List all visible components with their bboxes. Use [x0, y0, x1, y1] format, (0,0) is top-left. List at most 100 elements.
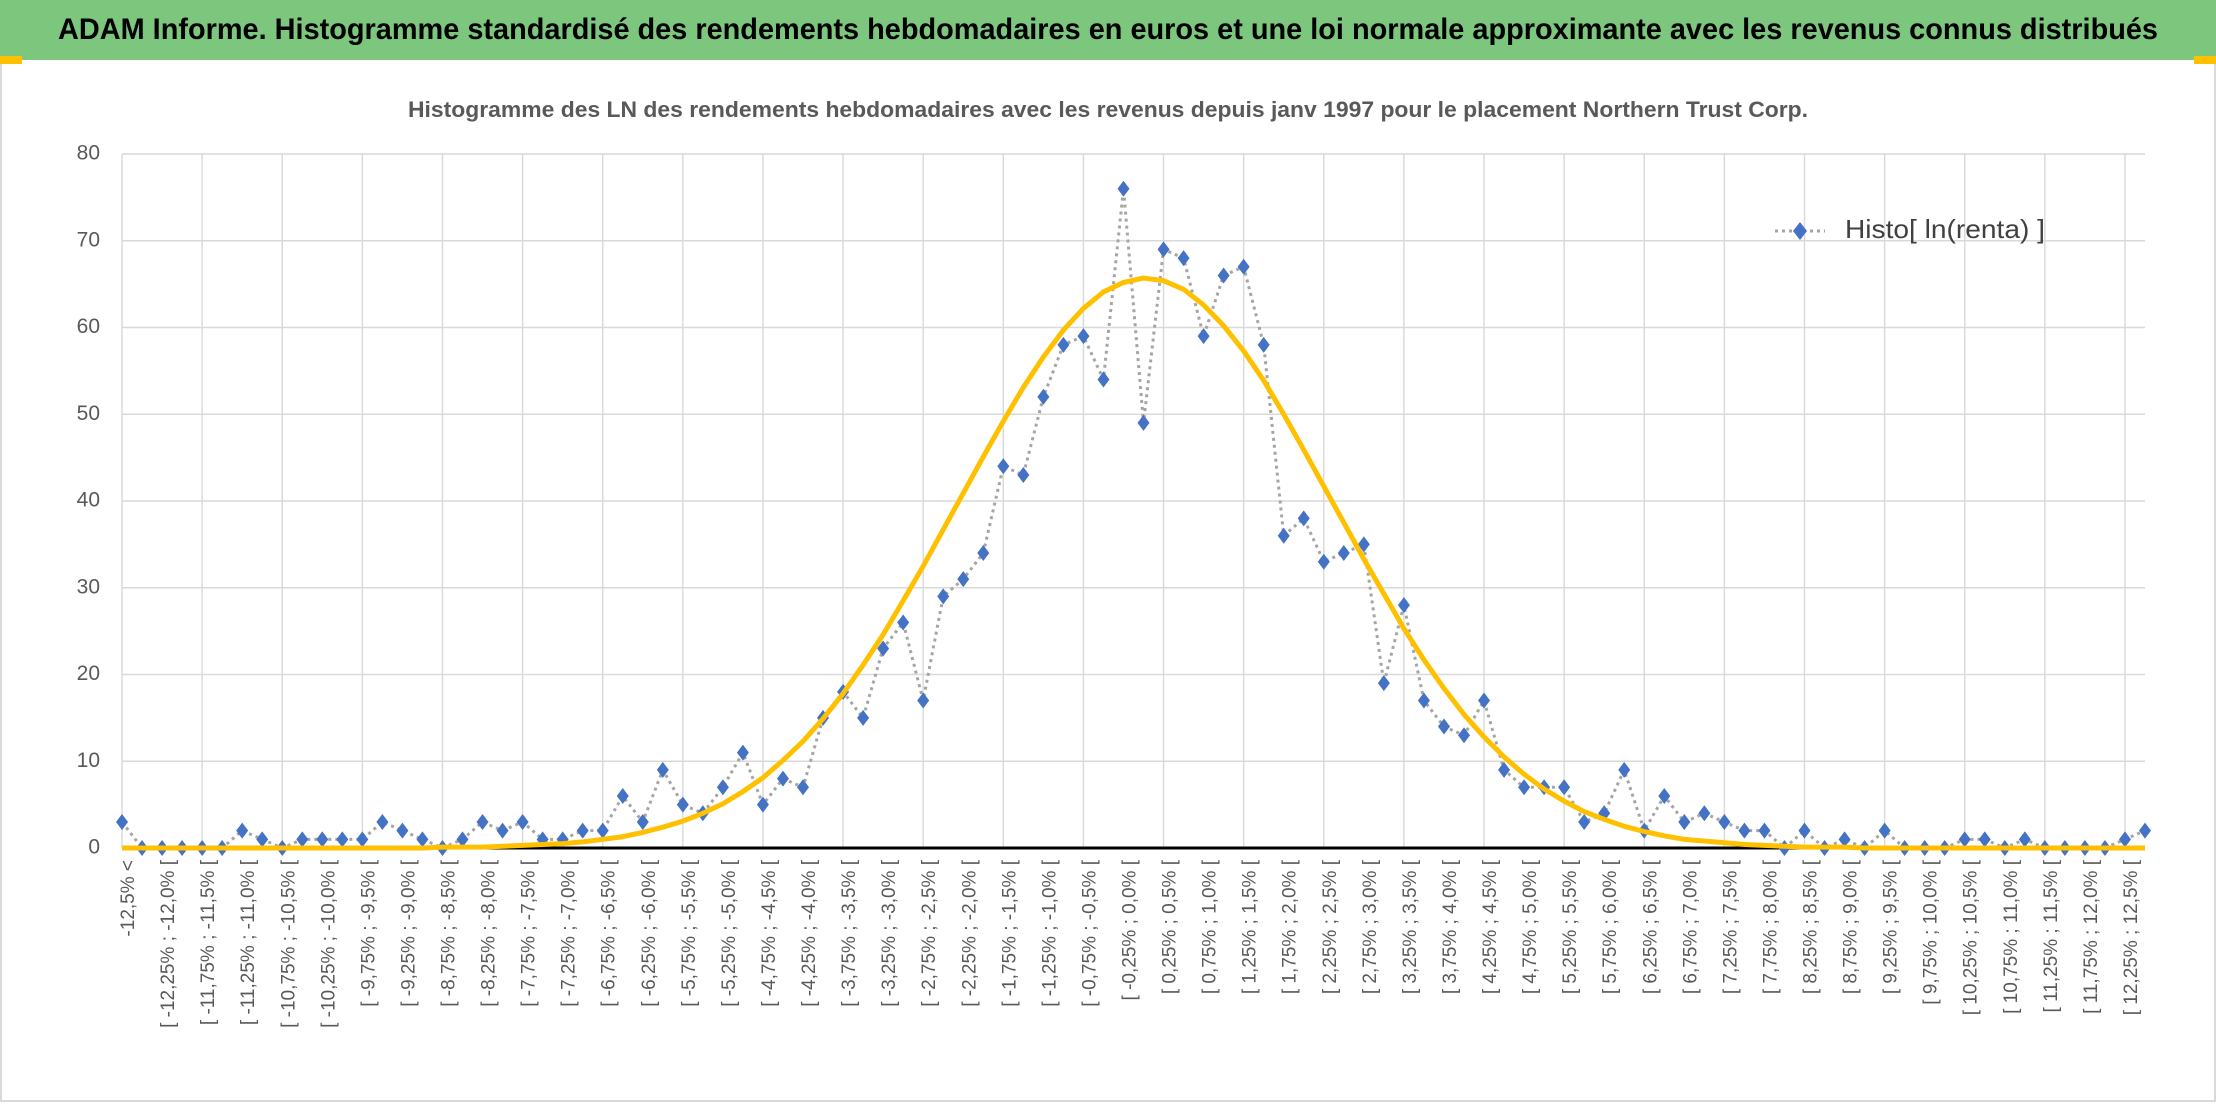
- x-tick-label: [ -11,25% ; -11,0% [: [238, 859, 259, 1025]
- data-point: [576, 822, 589, 839]
- data-point: [416, 831, 429, 848]
- x-tick-label: [ 9,25% ; 9,5% [: [1881, 859, 1902, 994]
- x-tick-label: [ -9,75% ; -9,5% [: [358, 859, 379, 1007]
- data-point: [1077, 328, 1090, 345]
- data-point: [1698, 805, 1711, 822]
- data-point: [1137, 414, 1150, 431]
- y-tick-label: 40: [77, 489, 100, 512]
- data-point: [1558, 779, 1571, 796]
- data-point: [937, 588, 950, 605]
- y-tick-label: 70: [77, 228, 100, 251]
- data-point: [1878, 822, 1891, 839]
- x-tick-label: [ 7,75% ; 8,0% [: [1760, 859, 1781, 994]
- x-tick-label: [ -8,25% ; -8,0% [: [479, 859, 500, 1007]
- x-tick-label: [ 4,75% ; 5,0% [: [1520, 859, 1541, 994]
- data-point: [1157, 241, 1170, 258]
- data-point: [1097, 371, 1110, 388]
- x-tick-label: [ 0,75% ; 1,0% [: [1200, 859, 1221, 994]
- y-tick-label: 10: [77, 749, 100, 772]
- x-tick-label: [ 5,75% ; 6,0% [: [1600, 859, 1621, 994]
- x-tick-label: [ 5,25% ; 5,5% [: [1560, 859, 1581, 994]
- x-tick-label: [ -0,25% ; 0,0% [: [1120, 859, 1141, 1000]
- x-tick-label: [ -11,75% ; -11,5% [: [198, 859, 219, 1025]
- data-point: [1377, 675, 1390, 692]
- data-point: [1978, 831, 1991, 848]
- data-point: [1117, 180, 1130, 197]
- data-point: [857, 709, 870, 726]
- data-point: [476, 813, 489, 830]
- x-tick-label: [ 8,25% ; 8,5% [: [1801, 859, 1822, 994]
- data-point: [1237, 258, 1250, 275]
- x-tick-label: [ 0,25% ; 0,5% [: [1160, 859, 1181, 994]
- x-tick-label: [ 3,25% ; 3,5% [: [1400, 859, 1421, 994]
- data-point: [676, 796, 689, 813]
- x-tick-label: [ 6,75% ; 7,0% [: [1680, 859, 1701, 994]
- x-tick-label: [ 12,25% ; 12,5% [: [2121, 859, 2142, 1015]
- data-point: [256, 831, 269, 848]
- data-point: [376, 813, 389, 830]
- x-tick-label: [ -1,25% ; -1,0% [: [1039, 859, 1060, 1007]
- x-tick-label: [ 2,75% ; 3,0% [: [1360, 859, 1381, 994]
- y-tick-label: 80: [77, 142, 100, 165]
- data-point: [2139, 822, 2151, 839]
- x-tick-label: [ 8,75% ; 9,0% [: [1841, 859, 1862, 994]
- data-point: [1718, 813, 1731, 830]
- x-tick-label: [ 10,75% ; 11,0% [: [2001, 859, 2022, 1014]
- data-point: [1958, 831, 1971, 848]
- x-tick-label: [ -8,75% ; -8,5% [: [438, 859, 459, 1007]
- data-point: [356, 831, 369, 848]
- data-point: [396, 822, 409, 839]
- data-point: [1297, 510, 1310, 527]
- x-tick-label: [ -4,75% ; -4,5% [: [759, 859, 780, 1007]
- y-tick-label: 0: [88, 836, 100, 859]
- data-point: [797, 779, 810, 796]
- header-bar: [0, 0, 2216, 60]
- x-tick-label: [ 1,75% ; 2,0% [: [1280, 859, 1301, 994]
- x-tick-label: [ -2,75% ; -2,5% [: [919, 859, 940, 1007]
- x-tick-label: [ -3,25% ; -3,0% [: [879, 859, 900, 1007]
- data-point: [1618, 761, 1631, 778]
- x-tick-label: [ 11,75% ; 12,0% [: [2081, 859, 2102, 1014]
- data-point: [1798, 822, 1811, 839]
- data-point: [1457, 727, 1470, 744]
- data-point: [496, 822, 509, 839]
- data-point: [656, 761, 669, 778]
- legend-marker: [1793, 222, 1807, 240]
- data-point: [1678, 813, 1691, 830]
- data-point: [1578, 813, 1591, 830]
- chart-title: Histogramme des LN des rendements hebdom…: [408, 97, 1808, 122]
- data-point: [1337, 545, 1350, 562]
- y-tick-label: 30: [77, 575, 100, 598]
- y-tick-label: 20: [77, 662, 100, 685]
- x-tick-label: [ -3,75% ; -3,5% [: [839, 859, 860, 1007]
- x-tick-label: [ 6,25% ; 6,5% [: [1640, 859, 1661, 994]
- series-line: [122, 275, 2145, 851]
- header-title: ADAM Informe. Histogramme standardisé de…: [58, 13, 2158, 46]
- x-tick-label: [ -5,75% ; -5,5% [: [679, 859, 700, 1007]
- data-point: [1658, 787, 1671, 804]
- x-tick-label: [ -9,25% ; -9,0% [: [398, 859, 419, 1007]
- data-point: [636, 813, 649, 830]
- x-tick-label: [ -10,75% ; -10,5% [: [278, 859, 299, 1028]
- x-tick-label: [ 3,75% ; 4,0% [: [1440, 859, 1461, 994]
- x-tick-label: [ -5,25% ; -5,0% [: [719, 859, 740, 1007]
- data-point: [877, 640, 890, 657]
- x-tick-label: [ -10,25% ; -10,0% [: [318, 859, 339, 1028]
- x-tick-label: [ -6,75% ; -6,5% [: [599, 859, 620, 1007]
- data-point: [336, 831, 349, 848]
- y-tick-label: 50: [77, 402, 100, 425]
- x-tick-label: [ 9,75% ; 10,0% [: [1921, 859, 1942, 1004]
- data-point: [1177, 250, 1190, 267]
- data-point: [1317, 553, 1330, 570]
- x-tick-label: [ 4,25% ; 4,5% [: [1480, 859, 1501, 994]
- x-tick-label: [ -6,25% ; -6,0% [: [639, 859, 660, 1007]
- x-tick-label: [ -7,75% ; -7,5% [: [519, 859, 540, 1007]
- data-point: [997, 458, 1010, 475]
- x-tick-label: [ 2,25% ; 2,5% [: [1320, 859, 1341, 994]
- x-tick-label: [ 11,25% ; 11,5% [: [2041, 859, 2062, 1012]
- data-point: [897, 614, 910, 631]
- legend-label: Histo[ ln(renta) ]: [1845, 214, 2045, 244]
